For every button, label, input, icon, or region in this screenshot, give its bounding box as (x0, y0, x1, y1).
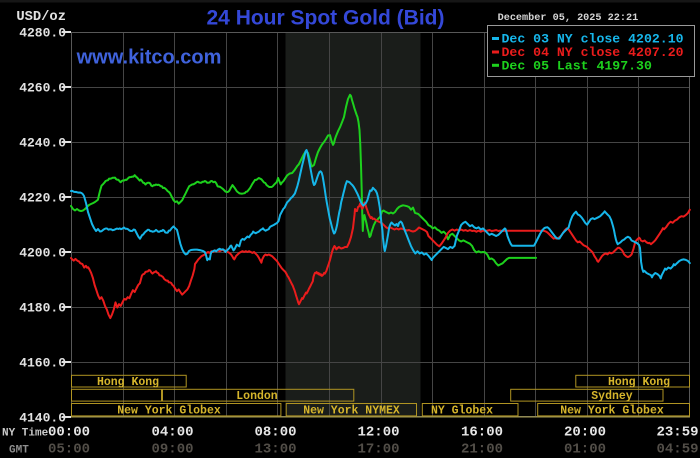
svg-text:Hong Kong: Hong Kong (97, 376, 159, 389)
svg-text:Dec 04 NY close 4207.20: Dec 04 NY close 4207.20 (502, 45, 684, 60)
svg-text:13:00: 13:00 (254, 442, 296, 458)
svg-text:09:00: 09:00 (151, 442, 193, 458)
svg-text:12:00: 12:00 (357, 425, 399, 441)
svg-text:New York Globex: New York Globex (117, 404, 221, 417)
svg-text:4180.0: 4180.0 (19, 301, 66, 316)
svg-text:Hong Kong: Hong Kong (608, 376, 670, 389)
svg-text:GMT: GMT (9, 445, 29, 457)
svg-text:00:00: 00:00 (48, 425, 90, 441)
svg-text:4160.0: 4160.0 (19, 356, 66, 371)
svg-text:www.kitco.com: www.kitco.com (76, 47, 222, 69)
svg-text:4280.0: 4280.0 (19, 26, 66, 41)
svg-text:4140.0: 4140.0 (19, 411, 66, 426)
svg-text:London: London (236, 390, 278, 403)
svg-text:04:59: 04:59 (656, 442, 698, 458)
svg-text:04:00: 04:00 (151, 425, 193, 441)
svg-text:16:00: 16:00 (461, 425, 503, 441)
svg-text:21:00: 21:00 (461, 442, 503, 458)
svg-text:December 05, 2025 22:21: December 05, 2025 22:21 (498, 12, 639, 24)
svg-text:Dec 05 Last 4197.30: Dec 05 Last 4197.30 (502, 58, 652, 73)
svg-text:20:00: 20:00 (564, 425, 606, 441)
svg-text:01:00: 01:00 (564, 442, 606, 458)
svg-text:Sydney: Sydney (591, 390, 633, 403)
svg-text:08:00: 08:00 (254, 425, 296, 441)
svg-text:4240.0: 4240.0 (19, 136, 66, 151)
svg-text:23:59: 23:59 (656, 425, 698, 441)
svg-text:24 Hour Spot Gold (Bid): 24 Hour Spot Gold (Bid) (207, 7, 445, 30)
svg-text:USD/oz: USD/oz (16, 9, 66, 25)
svg-text:New York Globex: New York Globex (560, 404, 664, 417)
svg-text:Dec 03 NY close 4202.10: Dec 03 NY close 4202.10 (502, 32, 684, 47)
svg-text:4200.0: 4200.0 (19, 246, 66, 261)
svg-text:NY Time: NY Time (2, 428, 49, 440)
svg-text:4260.0: 4260.0 (19, 81, 66, 96)
svg-text:NY Globex: NY Globex (431, 404, 493, 417)
svg-text:4220.0: 4220.0 (19, 191, 66, 206)
svg-text:New York NYMEX: New York NYMEX (303, 404, 400, 417)
svg-text:17:00: 17:00 (357, 442, 399, 458)
svg-text:05:00: 05:00 (48, 442, 90, 458)
